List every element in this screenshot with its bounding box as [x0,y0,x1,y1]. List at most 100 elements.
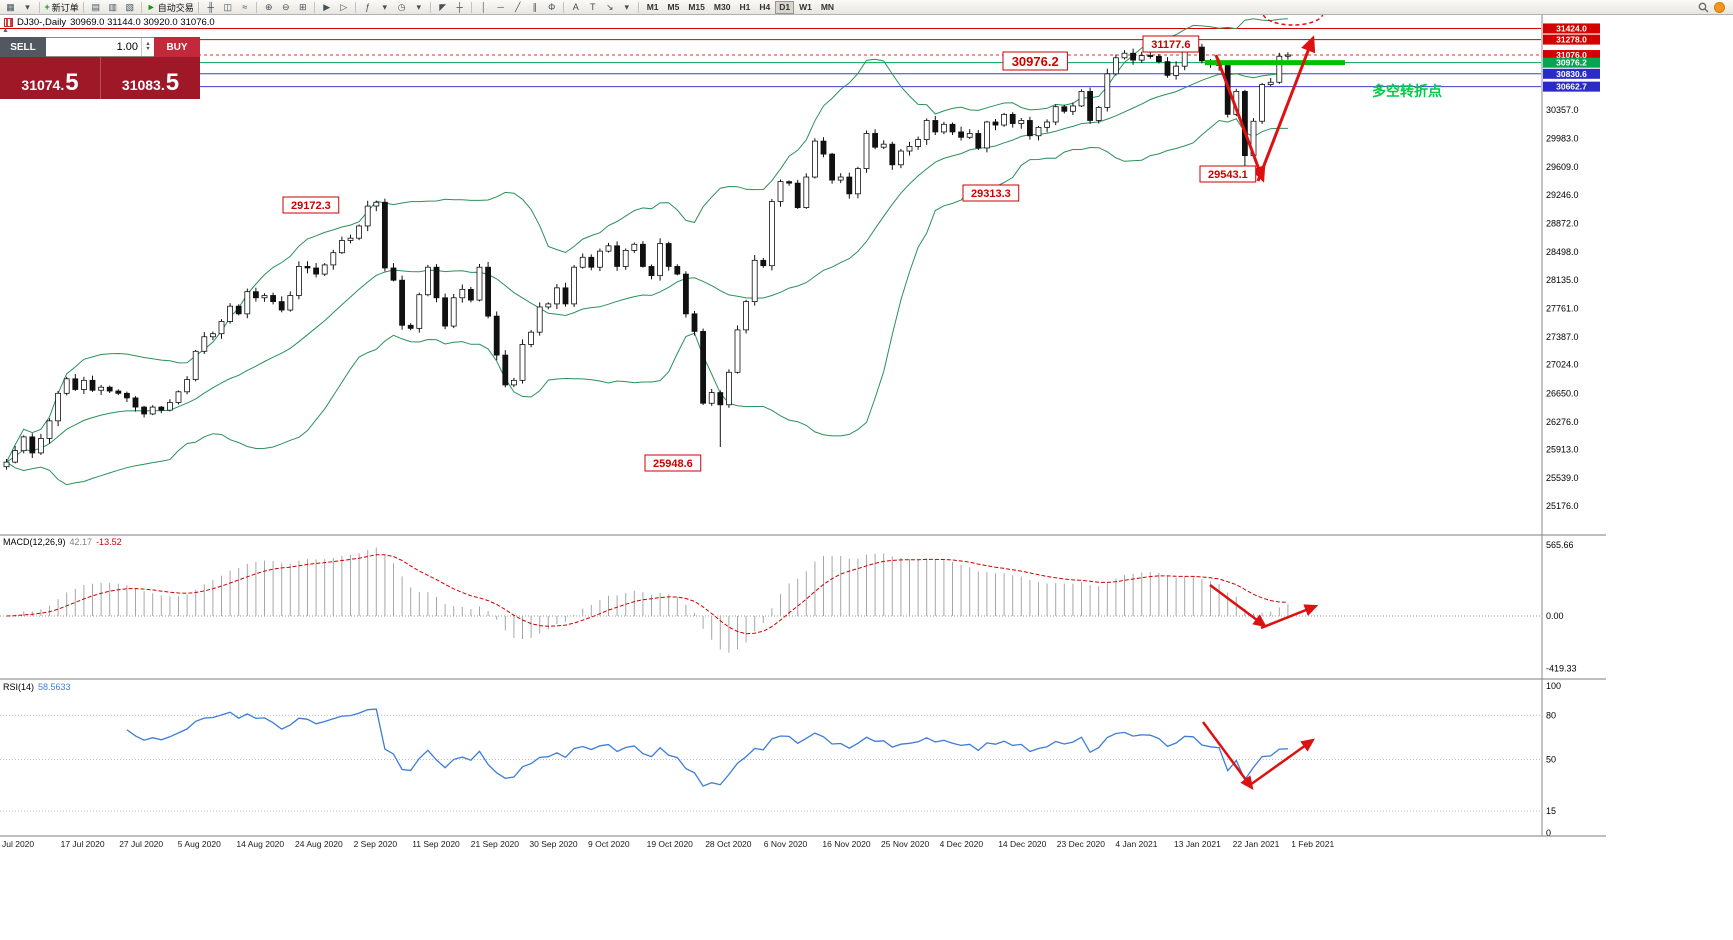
price-axis-tick: 26276.0 [1546,417,1579,427]
mql5-community-icon[interactable] [1714,1,1725,13]
cursor-icon[interactable]: ◤ [439,1,447,12]
candlestick-chart-icon[interactable]: ◫ [223,1,232,12]
bollinger-middle-band [6,73,1288,463]
bar-chart-icon[interactable]: ╫ [207,2,214,12]
time-axis-label: 25 Nov 2020 [881,839,929,849]
trend-arrow[interactable] [1256,35,1316,182]
price-badge-text: 31076.0 [1556,50,1587,60]
time-axis-label: 13 Jan 2021 [1174,839,1221,849]
rsi-indicator-label: RSI(14) 58.5633 [3,682,71,692]
timeframe-w1-button[interactable]: W1 [799,2,812,12]
search-icon[interactable] [1698,2,1709,13]
volume-field[interactable]: 1.00 ▲ ▼ [46,37,154,57]
arrows-caret-icon[interactable]: ▾ [624,1,629,12]
toolbar-separator [638,1,640,13]
timeframe-buttons: M1 M5 M15 M30 H1 H4 D1 W1 MN [642,0,838,15]
zoom-in-icon[interactable]: ⊕ [264,1,273,12]
price-annotation-box[interactable] [282,196,340,214]
macd-panel[interactable] [0,547,1541,653]
timeframe-h1-button[interactable]: H1 [739,2,751,12]
sell-button[interactable]: SELL [0,37,46,57]
volume-spinner: ▲ ▼ [141,38,154,56]
navigator-icon[interactable]: ▧ [125,1,135,12]
price-annotation-box[interactable] [962,184,1020,202]
time-axis-label: 11 Sep 2020 [412,839,460,849]
trend-arrow[interactable] [1214,54,1266,183]
volume-up-icon[interactable]: ▲ [145,41,151,47]
chart-shift-icon[interactable]: ▷ [340,1,348,12]
timeframe-h4-button[interactable]: H4 [759,2,771,12]
periods-icon[interactable]: ◷ [397,1,406,12]
price-axis-tick: 26650.0 [1546,388,1579,398]
price-badge-text: 31424.0 [1556,23,1587,33]
price-axis-tick: 28135.0 [1546,275,1579,285]
text-icon[interactable]: A [572,2,579,12]
time-axis[interactable]: Jul 2020 17 Jul 2020 27 Jul 2020 5 Aug 2020… [2,839,1334,849]
crosshair-icon[interactable]: ┼ [456,2,463,12]
price-axis[interactable]: 30357.0 29983.0 29609.0 29246.0 28872.0 28498… [1541,15,1600,838]
timeframe-d1-button[interactable]: D1 [775,0,795,14]
trend-arrow[interactable] [1209,583,1268,628]
sell-price-display[interactable]: 31074. 5 [0,57,100,99]
one-click-trading-panel: ▲ SELL 1.00 ▲ ▼ BUY 31074. 5 31083. 5 [0,27,200,99]
horizontal-price-lines[interactable] [0,27,1541,88]
timeframe-mn-button[interactable]: MN [820,2,835,12]
periods-caret-icon[interactable]: ▾ [416,1,421,12]
trade-panel-collapse-icon[interactable]: ▲ [2,27,9,34]
price-annotation-box[interactable] [644,454,702,472]
price-badge [1543,34,1600,45]
timeframe-m5-button[interactable]: M5 [667,2,680,12]
autotrading-button[interactable]: ► 自动交易 [146,2,194,13]
volume-down-icon[interactable]: ▼ [145,46,151,52]
rsi-axis-tick: 0 [1546,828,1551,838]
indicators-caret-icon[interactable]: ▾ [382,1,387,12]
volume-value[interactable]: 1.00 [116,41,138,53]
tile-windows-icon[interactable]: ⊞ [298,1,307,12]
buy-button[interactable]: BUY [154,37,200,57]
price-badge [1543,81,1600,92]
trendline-icon[interactable]: ╱ [515,1,521,12]
toolbar-separator [355,1,357,13]
channel-icon[interactable]: ∥ [532,1,537,12]
new-chart-caret-icon[interactable]: ▾ [25,1,30,12]
price-annotation-box[interactable] [1199,165,1257,183]
trend-arrow[interactable] [1249,738,1316,787]
timeframe-m1-button[interactable]: M1 [646,2,659,12]
timeframe-m15-button[interactable]: M15 [688,2,705,12]
auto-scroll-icon[interactable]: ▶ [323,1,331,12]
horizontal-line-icon[interactable]: ─ [497,2,504,12]
trend-arrow[interactable] [1201,721,1254,791]
rsi-panel[interactable] [0,708,1541,812]
indicators-icon[interactable]: ƒ [365,2,371,12]
price-badge [1543,68,1600,79]
price-axis-tick: 29609.0 [1546,162,1579,172]
price-axis-tick: 27387.0 [1546,332,1579,342]
buy-price-display[interactable]: 31083. 5 [100,57,200,99]
price-badge-text: 30830.6 [1556,69,1587,79]
chart-symbol-title: DJ30-,Daily [17,17,67,28]
time-axis-label: 2 Sep 2020 [354,839,398,849]
price-annotation-box[interactable] [1002,51,1068,71]
macd-signal-line [6,554,1288,635]
vertical-line-icon[interactable]: │ [480,2,487,12]
label-icon[interactable]: T [589,2,596,12]
new-order-button[interactable]: + 新订单 [44,2,79,13]
market-watch-icon[interactable]: ▥ [108,1,118,12]
chart-window-icon[interactable]: ▦ [6,1,15,12]
trend-arrow[interactable] [1260,604,1319,630]
fibonacci-icon[interactable]: Φ [548,2,556,12]
macd-indicator-label: MACD(12,26,9) 42.17 -13.52 [3,537,122,547]
buy-price-pip: 5 [165,69,180,96]
macd-axis-tick: -419.33 [1546,664,1577,674]
zoom-out-icon[interactable]: ⊖ [281,1,290,12]
timeframe-m30-button[interactable]: M30 [713,2,731,12]
price-badge [1543,23,1600,34]
chinese-note-text[interactable]: 多空转折点 [1372,83,1442,99]
price-annotation-box[interactable] [1142,35,1200,53]
time-axis-label: 22 Jan 2021 [1233,839,1280,849]
arrows-tool-icon[interactable]: ↘ [605,1,614,12]
line-chart-icon[interactable]: ≈ [242,2,248,12]
main-chart-plot[interactable]: 多空转折点 29172.3 25948.6 29313.3 30976.2 31177.6… [0,1,1541,486]
profiles-icon[interactable]: ▤ [91,1,101,12]
